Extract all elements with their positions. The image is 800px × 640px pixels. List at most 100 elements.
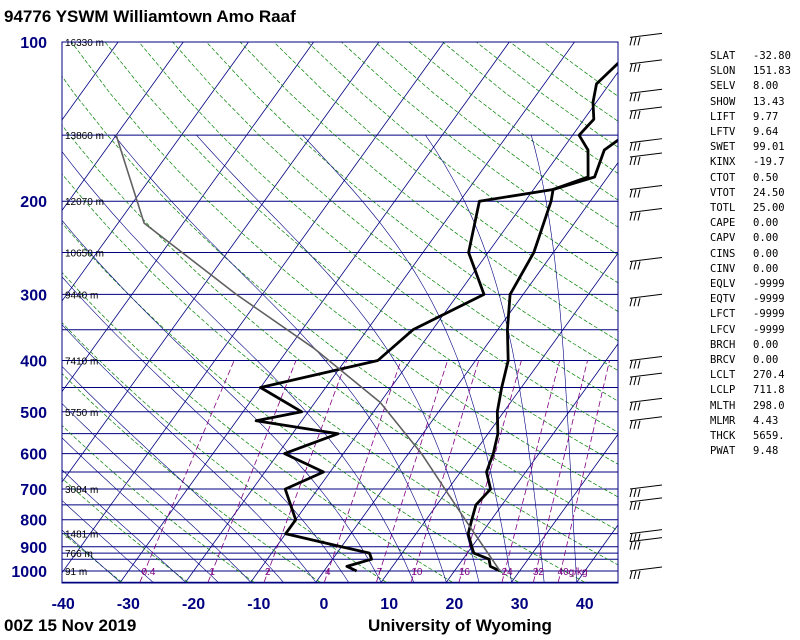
wind-barb-flag xyxy=(637,360,641,369)
background-lines xyxy=(0,42,618,583)
wind-barb-flag xyxy=(633,420,637,429)
index-name: MLMR xyxy=(710,414,736,427)
plot-frame xyxy=(61,41,619,584)
temperature-axis-labels: -40 -30 -20 -10 0 10 20 30 40 xyxy=(52,596,594,613)
wind-barb-flag xyxy=(633,360,637,369)
dry-adiabat xyxy=(138,42,618,433)
moist-adiabat xyxy=(62,276,349,583)
dry-adiabat xyxy=(62,322,387,583)
wind-barb-flag xyxy=(633,533,637,542)
index-row: LFTV 9.64 xyxy=(710,125,791,140)
wind-barb-flag xyxy=(629,360,633,369)
wind-barb-staff xyxy=(629,372,663,378)
index-row: LCLT 270.4 xyxy=(710,368,791,383)
wind-barb-flag xyxy=(629,212,633,221)
index-name: SELV xyxy=(710,80,736,93)
moist-adiabat xyxy=(196,134,480,583)
wind-barb-flag xyxy=(637,212,641,221)
index-row: LIFT 9.77 xyxy=(710,110,791,125)
wind-barb-flag xyxy=(633,488,637,498)
mixing-ratio-labels: 0.4 1 2 4 7 10 16 24 32 40g/kg xyxy=(142,567,588,578)
index-name: LCLT xyxy=(710,369,736,382)
index-name: VTOT xyxy=(710,186,736,199)
index-name: LFTV xyxy=(710,126,736,139)
dry-adiabat xyxy=(62,424,255,583)
wind-barb-flag xyxy=(633,570,637,580)
index-value: -19.7 xyxy=(753,156,785,169)
index-name: LCLP xyxy=(710,384,736,397)
dry-adiabat xyxy=(206,42,618,371)
wind-barb-flag xyxy=(637,488,641,498)
wind-barb-flag xyxy=(629,156,633,166)
sounding-date: 00Z 15 Nov 2019 xyxy=(4,616,137,635)
index-value: 8.00 xyxy=(753,80,779,93)
index-value: 5659. xyxy=(753,430,785,443)
wind-barb-flag xyxy=(633,93,637,102)
index-value: 0.00 xyxy=(753,247,779,260)
height-label: 7410 m xyxy=(65,356,98,367)
index-row: PWAT 9.48 xyxy=(710,444,791,459)
index-row: SLON 151.83 xyxy=(710,64,791,79)
height-label: 9440 m xyxy=(65,290,98,301)
wind-barb-staff xyxy=(629,293,663,299)
dry-adiabat xyxy=(62,531,123,583)
wind-barb xyxy=(629,207,663,221)
dry-adiabat xyxy=(0,42,56,582)
dry-adiabat xyxy=(104,42,618,465)
pressure-tick-label: 900 xyxy=(20,540,47,557)
isotherm xyxy=(62,42,445,574)
isotherm xyxy=(250,71,618,583)
index-row: CAPE 0.00 xyxy=(710,216,791,231)
index-name: LFCT xyxy=(710,308,736,321)
index-value: -9999 xyxy=(753,308,785,321)
wind-barb xyxy=(629,355,663,369)
height-label: 10650 m xyxy=(65,249,104,260)
index-name: MLTH xyxy=(710,399,736,412)
isotherm xyxy=(185,42,575,583)
isotherm xyxy=(62,42,380,483)
wind-barb-staff xyxy=(629,397,663,403)
wind-barb xyxy=(629,106,663,120)
moist-adiabat xyxy=(62,437,219,583)
mixing-ratio-line xyxy=(375,360,448,583)
pressure-axis-labels: 100 200 300 400 500 600 700 800 900 1000 xyxy=(11,35,47,581)
index-row: BRCV 0.00 xyxy=(710,353,791,368)
wind-barb-staff xyxy=(629,497,663,503)
wind-barb-flag xyxy=(637,541,641,550)
index-value: 24.50 xyxy=(753,186,785,199)
index-row: LFCV -9999 xyxy=(710,323,791,338)
wind-barb-staff xyxy=(629,484,663,490)
credit-label: University of Wyoming xyxy=(368,616,552,635)
wind-barb-flag xyxy=(633,376,637,386)
index-name: SLON xyxy=(710,65,736,78)
wind-barb-flag xyxy=(629,402,633,411)
dry-adiabat xyxy=(62,222,519,583)
index-row: LCLP 711.8 xyxy=(710,383,791,398)
dry-adiabat xyxy=(62,75,618,531)
wind-barb xyxy=(629,59,663,73)
temperature-tick-label: -20 xyxy=(182,596,205,613)
pressure-tick-label: 700 xyxy=(20,482,47,499)
wind-barb-staff xyxy=(629,138,663,144)
index-value: 0.00 xyxy=(753,217,779,230)
index-row: SLAT -32.80 xyxy=(710,49,791,64)
mixing-ratio-label: 1 xyxy=(209,567,215,578)
wind-barb-flag xyxy=(629,298,633,307)
index-row: SWET 99.01 xyxy=(710,140,791,155)
index-value: -32.80 xyxy=(753,50,791,62)
index-name: CAPE xyxy=(710,217,736,230)
mixing-ratio-label: 0.4 xyxy=(142,567,156,578)
mixing-ratio-label: 4 xyxy=(325,567,331,578)
wind-barb-flag xyxy=(629,541,633,550)
wind-barb-flag xyxy=(637,37,641,46)
wind-barb xyxy=(629,88,663,102)
wind-barb-flag xyxy=(633,110,637,120)
wind-barb-flag xyxy=(633,541,637,550)
index-value: 711.8 xyxy=(753,384,785,397)
dry-adiabat xyxy=(62,372,321,583)
temperature-tick-label: 10 xyxy=(380,596,398,613)
index-value: 4.43 xyxy=(753,414,779,427)
index-row: THCK 5659. xyxy=(710,429,791,444)
wind-barb-flag xyxy=(629,63,633,73)
temperature-tick-label: 0 xyxy=(320,596,329,613)
